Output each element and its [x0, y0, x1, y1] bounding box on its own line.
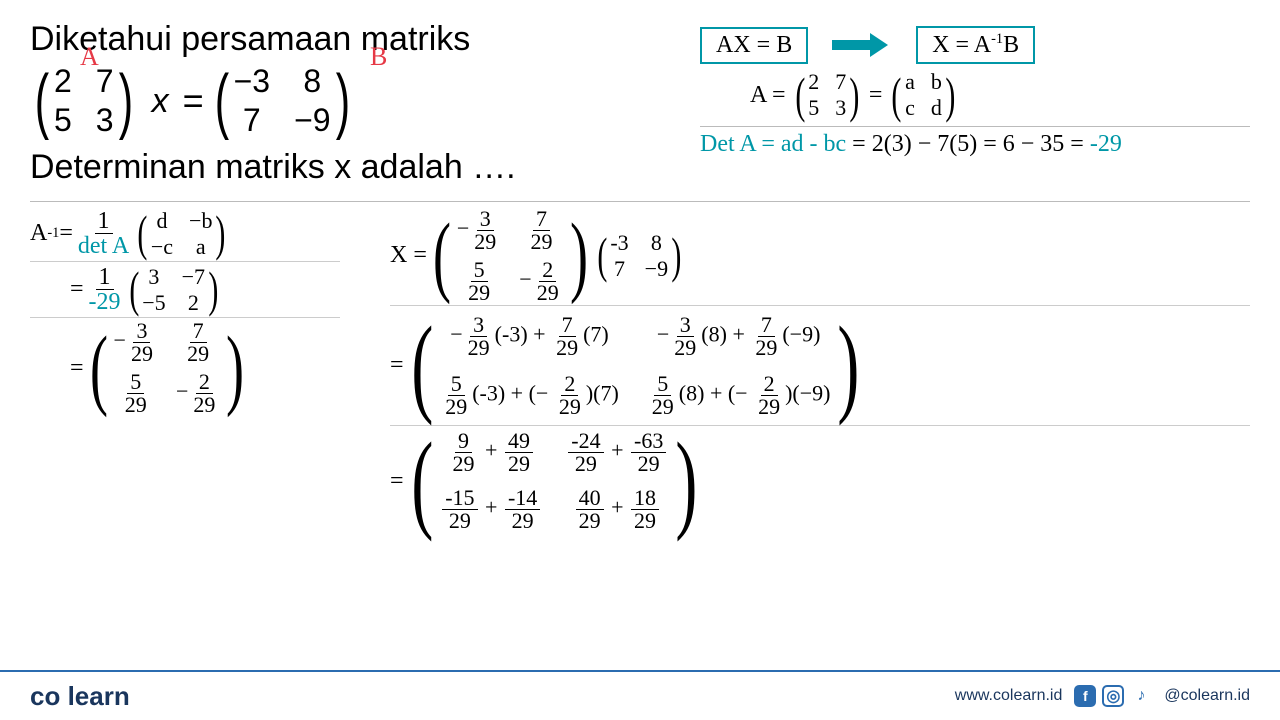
matrix-equation: A B ( 27 53 ) x = ( −38 7−9 ): [30, 64, 660, 138]
x-step1: X = ( −329 729 529 −229 ) ( -38 7−9 ): [390, 206, 1250, 306]
a-inverse-result: = ( −329 729 529 −229 ): [30, 318, 340, 418]
cell: −9: [294, 103, 330, 138]
equals: =: [183, 80, 204, 122]
footer-url: www.colearn.id: [955, 687, 1063, 705]
cell: 3: [96, 103, 114, 138]
facebook-icon[interactable]: f: [1074, 685, 1096, 707]
a-definition: A = ( 27 53 ) = ( ab cd ): [750, 70, 1250, 120]
x-step3: = ( 929 + 4929 -2429 + -6329 -1529 + -14…: [390, 426, 1250, 536]
label-b: B: [370, 42, 387, 72]
problem-subtitle: Determinan matriks x adalah ….: [30, 148, 660, 187]
a-inverse-step2: = 1-29 ( 3−7 −52 ): [30, 262, 340, 318]
arrow-icon: [832, 35, 892, 55]
instagram-icon[interactable]: ◎: [1102, 685, 1124, 707]
problem-title: Diketahui persamaan matriks: [30, 20, 660, 59]
cell: 7: [234, 103, 270, 138]
footer-handle: @colearn.id: [1164, 687, 1250, 705]
formula-boxes: AX = B X = A-1B: [700, 26, 1250, 64]
x-step2: = ( −329(-3) + 729(7) −329(8) + 729(−9): [390, 306, 1250, 426]
social-icons: f ◎ ♪: [1074, 685, 1152, 707]
box-ax-b: AX = B: [700, 27, 808, 64]
logo: co learn: [30, 681, 130, 712]
cell: 5: [54, 103, 72, 138]
box-x-ainv-b: X = A-1B: [916, 26, 1035, 64]
var-x: x: [152, 82, 169, 121]
a-inverse-formula: A-1 = 1det A ( d−b −ca ): [30, 206, 340, 262]
label-a: A: [80, 42, 99, 72]
det-a-calc: Det A = ad - bc = 2(3) − 7(5) = 6 − 35 =…: [700, 131, 1250, 158]
cell: −3: [234, 64, 270, 99]
tiktok-icon[interactable]: ♪: [1130, 685, 1152, 707]
cell: 8: [294, 64, 330, 99]
cell: 2: [54, 64, 72, 99]
footer: co learn www.colearn.id f ◎ ♪ @colearn.i…: [0, 670, 1280, 720]
